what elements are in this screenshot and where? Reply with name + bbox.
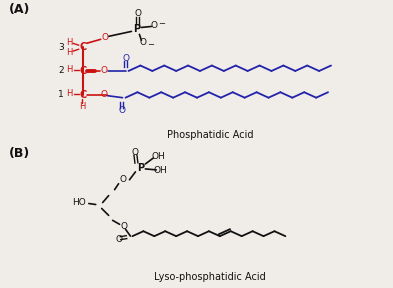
Text: O: O bbox=[100, 90, 107, 99]
Text: O: O bbox=[119, 175, 126, 184]
Text: P: P bbox=[133, 24, 140, 35]
Text: H: H bbox=[79, 102, 85, 111]
Text: C: C bbox=[79, 90, 86, 100]
Text: 2: 2 bbox=[58, 67, 64, 75]
Text: HO: HO bbox=[72, 198, 86, 207]
Text: C: C bbox=[79, 42, 86, 52]
Text: OH: OH bbox=[153, 166, 167, 175]
Text: C: C bbox=[79, 66, 86, 76]
Text: O: O bbox=[123, 54, 130, 62]
Text: O: O bbox=[115, 235, 122, 244]
Text: H: H bbox=[66, 89, 72, 98]
Text: 3: 3 bbox=[58, 43, 64, 52]
Text: Lyso-phosphatidic Acid: Lyso-phosphatidic Acid bbox=[154, 272, 266, 282]
Text: H: H bbox=[66, 48, 72, 57]
Text: O: O bbox=[101, 33, 108, 42]
Text: H: H bbox=[66, 38, 72, 47]
Text: O: O bbox=[120, 222, 127, 231]
Text: 1: 1 bbox=[58, 90, 64, 99]
Text: H: H bbox=[66, 65, 72, 75]
Text: O: O bbox=[140, 38, 147, 47]
Text: −: − bbox=[147, 40, 154, 49]
Text: (A): (A) bbox=[9, 3, 31, 16]
Text: O: O bbox=[100, 67, 107, 75]
Text: OH: OH bbox=[151, 151, 165, 160]
Text: O: O bbox=[132, 147, 139, 157]
Text: (B): (B) bbox=[9, 147, 31, 160]
Text: O: O bbox=[118, 106, 125, 115]
Text: Phosphatidic Acid: Phosphatidic Acid bbox=[167, 130, 253, 140]
Text: −: − bbox=[158, 19, 165, 28]
Text: O: O bbox=[135, 9, 142, 18]
Text: P: P bbox=[137, 163, 144, 173]
Text: O: O bbox=[151, 21, 158, 30]
